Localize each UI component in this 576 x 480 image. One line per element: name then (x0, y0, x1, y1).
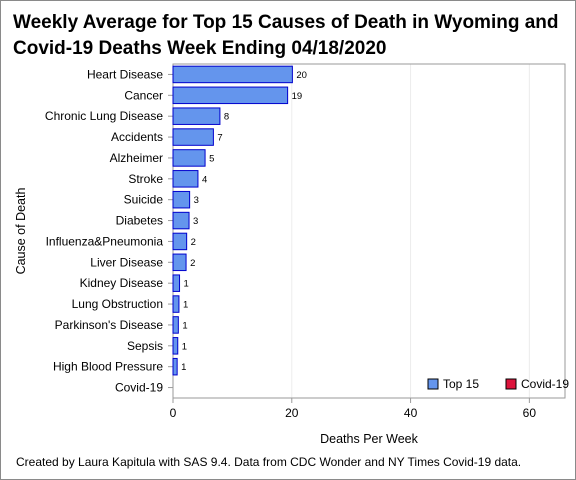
data-label: 1 (184, 279, 189, 290)
y-tick-label: Covid-19 (115, 381, 163, 395)
bar (172, 316, 179, 334)
bar (172, 295, 180, 313)
y-tick-label: Heart Disease (87, 67, 163, 81)
data-label: 4 (202, 174, 207, 185)
data-label: 19 (292, 91, 303, 102)
x-tick-label: 20 (285, 406, 299, 420)
bar (172, 170, 199, 188)
y-tick-label: Lung Obstruction (72, 297, 163, 311)
bar (172, 337, 179, 355)
data-label: 3 (193, 216, 198, 227)
data-label: 3 (194, 195, 199, 206)
y-axis-label: Cause of Death (14, 188, 28, 275)
x-tick-label: 0 (170, 406, 177, 420)
bar (172, 357, 178, 376)
bar (172, 232, 188, 251)
data-label: 7 (217, 133, 222, 144)
data-label: 2 (190, 258, 195, 269)
legend-label: Top 15 (443, 377, 479, 391)
bar (172, 274, 181, 292)
y-tick-label: Alzheimer (110, 151, 163, 165)
chart-footnote: Created by Laura Kapitula with SAS 9.4. … (16, 455, 522, 469)
y-tick-label: Sepsis (127, 339, 163, 353)
y-tick-label: Suicide (124, 193, 164, 207)
x-axis-label: Deaths Per Week (320, 432, 418, 446)
y-tick-label: High Blood Pressure (53, 360, 163, 374)
plot-area-border (172, 63, 566, 399)
data-label: 2 (191, 237, 196, 248)
legend-swatch (427, 378, 439, 390)
x-tick-label: 40 (404, 406, 418, 420)
legend-swatch (505, 378, 517, 390)
y-tick-label: Influenza&Pneumonia (46, 234, 164, 248)
y-tick-label: Liver Disease (90, 255, 163, 269)
y-tick-label: Kidney Disease (80, 276, 164, 290)
y-tick-label: Chronic Lung Disease (45, 109, 163, 123)
x-tick-label: 60 (523, 406, 537, 420)
y-tick-label: Stroke (128, 172, 163, 186)
data-label: 1 (183, 300, 188, 311)
y-tick-label: Parkinson's Disease (55, 318, 164, 332)
y-tick-label: Accidents (111, 130, 163, 144)
bar (172, 211, 190, 230)
chart-title: Weekly Average for Top 15 Causes of Deat… (13, 12, 559, 59)
bar (172, 149, 206, 167)
data-label: 20 (296, 70, 307, 81)
data-label: 1 (182, 341, 187, 352)
bar (172, 128, 214, 146)
bar (172, 190, 191, 209)
data-label: 8 (224, 112, 229, 123)
y-tick-label: Diabetes (116, 214, 163, 228)
bar (172, 65, 293, 84)
y-tick-label: Cancer (124, 88, 163, 102)
bar (172, 253, 187, 272)
data-label: 5 (209, 153, 214, 164)
bar (172, 86, 289, 105)
bar (172, 107, 221, 125)
data-label: 1 (182, 320, 187, 331)
data-label: 1 (181, 362, 186, 373)
legend-label: Covid-19 (521, 377, 569, 391)
